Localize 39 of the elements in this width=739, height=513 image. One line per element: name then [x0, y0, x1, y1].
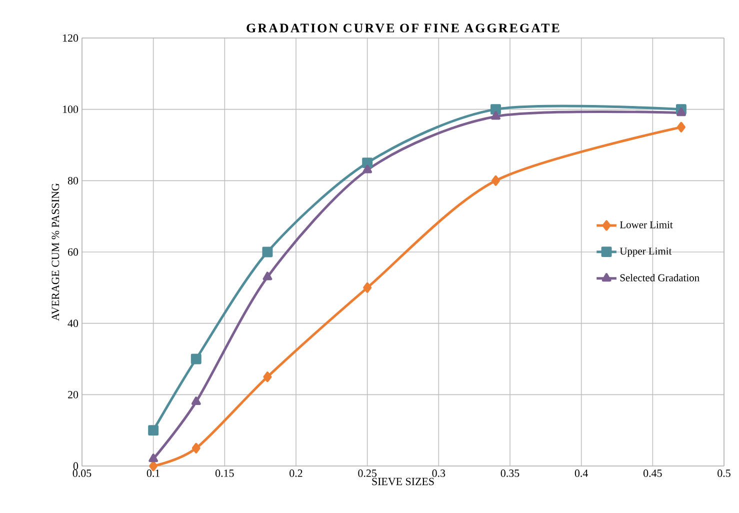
y-tick-label: 0: [73, 462, 78, 470]
point: [262, 246, 273, 258]
point: [676, 122, 686, 132]
x-tick-label: 0.35: [500, 470, 520, 477]
y-tick-label: 20: [68, 390, 78, 398]
x-tick-label: 0.3: [432, 470, 446, 477]
x-tick-label: 0.4: [574, 470, 588, 477]
point: [262, 272, 272, 280]
legend-label: Lower Limit: [620, 221, 673, 228]
x-tick-label: 0.5: [718, 470, 730, 477]
point: [191, 396, 201, 406]
x-tick-label: 0.2: [290, 470, 302, 477]
point: [362, 164, 372, 174]
x-tick-label: 0.15: [216, 470, 234, 477]
point: [491, 111, 500, 120]
point: [148, 454, 158, 462]
point: [362, 158, 373, 168]
y-tick-label: 120: [63, 34, 78, 42]
legend-label: Selected Gradation: [620, 274, 700, 282]
point: [190, 354, 202, 364]
chart-title: GRADATION CURVE OF FINE AGGREGATE: [246, 24, 560, 32]
point: [263, 372, 272, 382]
y-tick-label: 100: [63, 106, 78, 114]
x-tick-label: 0.1: [146, 470, 160, 477]
point: [363, 282, 372, 293]
x-tick-label: 0.05: [72, 470, 92, 477]
point: [492, 175, 500, 186]
point: [676, 108, 686, 116]
point: [192, 442, 200, 454]
x-tick-label: 0.25: [358, 470, 376, 477]
point: [148, 425, 159, 436]
legend-label: Upper Limit: [620, 248, 672, 257]
x-axis-title: SIEVE SIZES: [372, 478, 434, 486]
x-tick-label: 0.45: [644, 470, 662, 477]
y-tick-label: 80: [68, 176, 78, 184]
y-tick-label: 40: [68, 320, 78, 328]
y-tick-label: 60: [68, 248, 78, 256]
y-axis-title: AVERAGE CUM % PASSING: [52, 183, 60, 321]
point: [490, 104, 501, 115]
